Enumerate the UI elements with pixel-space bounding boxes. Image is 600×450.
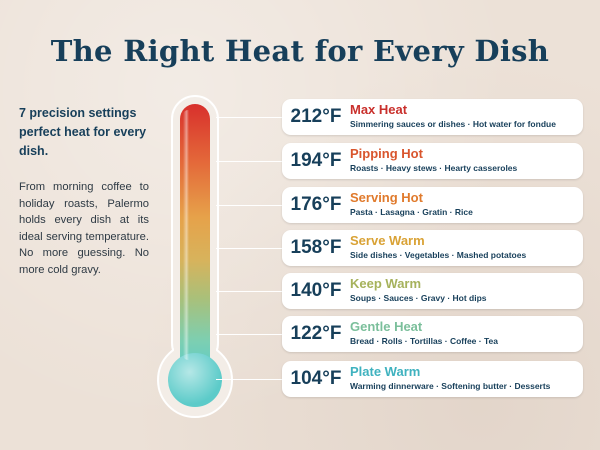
setting-card-keep-warm: 140°F Keep Warm Soups · Sauces · Gravy ·… (282, 273, 583, 309)
setting-temp: 176°F (290, 194, 342, 215)
setting-name: Max Heat (350, 102, 408, 117)
leader-line (216, 117, 286, 118)
setting-temp: 122°F (290, 323, 342, 344)
leader-line (216, 334, 286, 335)
leader-line (216, 205, 286, 206)
setting-card-serve-warm: 158°F Serve Warm Side dishes · Vegetable… (282, 230, 583, 266)
setting-temp: 212°F (290, 106, 342, 127)
setting-card-pipping-hot: 194°F Pipping Hot Roasts · Heavy stews ·… (282, 143, 583, 179)
setting-temp: 158°F (290, 237, 342, 258)
setting-temp: 194°F (290, 150, 342, 171)
setting-uses: Pasta · Lasagna · Gratin · Rice (350, 207, 473, 217)
setting-uses: Roasts · Heavy stews · Hearty casseroles (350, 163, 518, 173)
setting-temp: 104°F (290, 368, 342, 389)
setting-name: Plate Warm (350, 364, 421, 379)
setting-uses: Soups · Sauces · Gravy · Hot dips (350, 293, 487, 303)
setting-name: Gentle Heat (350, 319, 423, 334)
setting-name: Pipping Hot (350, 146, 423, 161)
setting-name: Serving Hot (350, 190, 423, 205)
setting-card-serving-hot: 176°F Serving Hot Pasta · Lasagna · Grat… (282, 187, 583, 223)
intro-text: 7 precision settings perfect heat for ev… (19, 106, 147, 158)
leader-line (216, 248, 286, 249)
setting-uses: Simmering sauces or dishes · Hot water f… (350, 119, 556, 129)
setting-name: Keep Warm (350, 276, 422, 291)
setting-uses: Side dishes · Vegetables · Mashed potato… (350, 250, 527, 260)
page-title: The Right Heat for Every Dish (50, 34, 550, 68)
setting-name: Serve Warm (350, 233, 425, 248)
thermometer-icon (157, 95, 233, 418)
setting-card-gentle-heat: 122°F Gentle Heat Bread · Rolls · Tortil… (282, 316, 583, 352)
setting-uses: Warming dinnerware · Softening butter · … (350, 381, 551, 391)
setting-card-plate-warm: 104°F Plate Warm Warming dinnerware · So… (282, 361, 583, 397)
leader-line (216, 161, 286, 162)
description-text: From morning coffee to holiday roasts, P… (19, 181, 149, 276)
leader-line (216, 291, 286, 292)
leader-line (216, 379, 286, 380)
setting-temp: 140°F (290, 280, 342, 301)
setting-uses: Bread · Rolls · Tortillas · Coffee · Tea (350, 336, 498, 346)
setting-card-max-heat: 212°F Max Heat Simmering sauces or dishe… (282, 99, 583, 135)
